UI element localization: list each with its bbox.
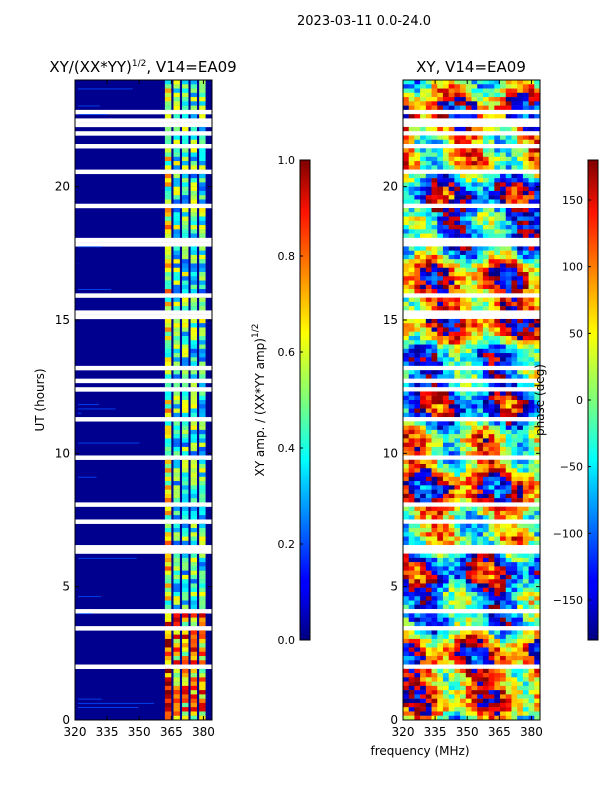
phase-y-tick-label: 10 <box>383 446 398 460</box>
phase-y-tick-label: 20 <box>383 180 398 194</box>
amplitude-colorbar-label: XY amp. / (XX*YY amp)1/2 <box>251 324 267 477</box>
amplitude-x-tick-label: 380 <box>192 725 215 739</box>
phase-panel-title: XY, V14=EA09 <box>416 58 526 76</box>
figure-suptitle: 2023-03-11 0.0-24.0 <box>297 14 431 29</box>
amplitude-colorbar-tick-label: 0.6 <box>278 346 296 359</box>
phase-x-tick-label: 335 <box>424 725 447 739</box>
phase-x-tick-label: 320 <box>392 725 415 739</box>
phase-colorbar-ticks: 150 100 50 0 −50 −100 −150 <box>553 194 591 607</box>
amplitude-y-tick-label: 5 <box>62 580 70 594</box>
amplitude-colorbar-gradient <box>299 159 311 641</box>
phase-axis-ticks: 320 335 350 365 380 0 5 10 15 20 <box>383 80 543 739</box>
amplitude-colorbar-ticks: 0.0 0.2 0.4 0.6 0.8 1.0 <box>278 154 303 647</box>
amplitude-panel-title: XY/(XX*YY)1/2, V14=EA09 <box>49 58 236 76</box>
phase-y-tick-label: 5 <box>390 580 398 594</box>
amplitude-x-tick-label: 365 <box>160 725 183 739</box>
amplitude-x-tick-label: 350 <box>128 725 151 739</box>
phase-colorbar: 150 100 50 0 −50 −100 −150 phase (deg) <box>533 159 599 641</box>
phase-y-tick-label: 15 <box>383 313 398 327</box>
amplitude-colorbar-tick-label: 1.0 <box>278 154 296 167</box>
phase-x-tick-label: 365 <box>488 725 511 739</box>
amplitude-y-tick-label: 10 <box>55 446 70 460</box>
amplitude-colorbar-tick-label: 0.2 <box>278 538 296 551</box>
amplitude-colorbar: 0.0 0.2 0.4 0.6 0.8 1.0 XY amp. / (XX*YY amp)… <box>251 154 311 647</box>
amplitude-heatmap: 320 335 350 365 380 0 5 10 15 20 XY/(XX*YY)1/2, V… <box>33 58 237 739</box>
phase-colorbar-tick-label: 0 <box>576 394 583 407</box>
amplitude-heatmap-image <box>75 80 212 720</box>
amplitude-colorbar-tick-label: 0.0 <box>278 634 296 647</box>
phase-colorbar-tick-label: −100 <box>553 527 583 540</box>
amplitude-x-tick-label: 320 <box>64 725 87 739</box>
phase-colorbar-tick-label: 50 <box>569 327 583 340</box>
amplitude-y-tick-label: 20 <box>55 180 70 194</box>
amplitude-y-tick-label: 15 <box>55 313 70 327</box>
phase-heatmap-image <box>403 80 540 720</box>
x-axis-label: frequency (MHz) <box>370 744 469 758</box>
phase-y-tick-label: 0 <box>390 713 398 727</box>
phase-heatmap: 320 335 350 365 380 0 5 10 15 20 XY, V14=EA09 <box>383 58 543 739</box>
phase-x-tick-label: 380 <box>520 725 543 739</box>
amplitude-plot-frame <box>74 79 213 721</box>
phase-colorbar-tick-label: −150 <box>553 594 583 607</box>
amplitude-colorbar-tick-label: 0.8 <box>278 250 296 263</box>
phase-colorbar-tick-label: −50 <box>560 461 583 474</box>
phase-colorbar-tick-label: 150 <box>562 194 583 207</box>
amplitude-colorbar-tick-label: 0.4 <box>278 442 296 455</box>
amplitude-x-tick-label: 335 <box>96 725 119 739</box>
phase-plot-frame <box>402 79 541 721</box>
amplitude-axis-ticks: 320 335 350 365 380 0 5 10 15 20 <box>55 80 215 739</box>
phase-colorbar-label: phase (deg) <box>533 364 547 436</box>
y-axis-label: UT (hours) <box>33 368 47 431</box>
amplitude-y-tick-label: 0 <box>62 713 70 727</box>
phase-x-tick-label: 350 <box>456 725 479 739</box>
phase-colorbar-tick-label: 100 <box>562 261 583 274</box>
